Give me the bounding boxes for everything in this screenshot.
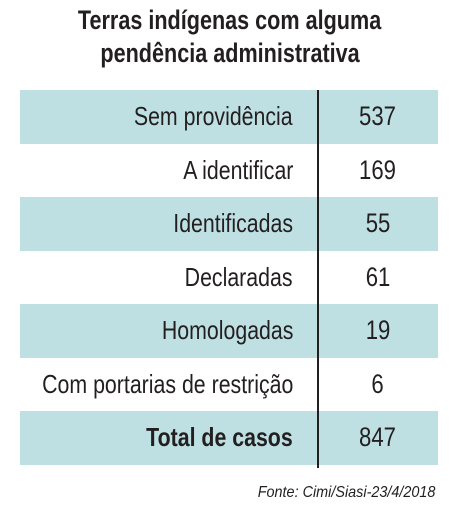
row-label: Com portarias de restrição [0,358,293,412]
label-text: A identificar [182,154,293,185]
row-label: Declaradas [161,251,293,305]
source-text: Fonte: Cimi/Siasi-23/4/2018 [257,484,435,501]
label-text: Homologadas [161,315,293,346]
row-value: 537 [318,90,438,144]
title-line: Terras indígenas com alguma [0,4,460,37]
label-text: Total de casos [146,422,293,453]
table: Sem providência 537 A identificar 169 Identi… [20,90,438,465]
row-value: 61 [318,251,438,305]
row-label: Sem providência [99,90,293,144]
row-value: 6 [318,358,438,412]
table-row: Sem providência 537 [20,90,438,144]
title-text: pendência administrativa [100,38,360,68]
row-label: A identificar [159,144,293,198]
source: Fonte: Cimi/Siasi-23/4/2018 [238,484,435,502]
title: Terras indígenas com alguma pendência adm… [0,4,460,70]
title-text: Terras indígenas com alguma [78,5,382,35]
table-row: Total de casos 847 [20,411,438,465]
value-text: 169 [359,154,397,185]
table-row: Declaradas 61 [20,251,438,305]
value-text: 847 [359,422,397,453]
table-row: Com portarias de restrição 6 [20,358,438,412]
value-text: 55 [365,208,391,239]
column-divider [317,90,319,468]
value-text: 61 [365,261,391,292]
label-text: Identificadas [173,208,293,239]
table-row: Homologadas 19 [20,304,438,358]
label-text: Declaradas [185,261,293,292]
table-row: A identificar 169 [20,144,438,198]
row-value: 19 [318,304,438,358]
title-line: pendência administrativa [0,37,460,70]
value-text: 537 [359,101,397,132]
table-row: Identificadas 55 [20,197,438,251]
row-value: 55 [318,197,438,251]
row-value: 169 [318,144,438,198]
row-label: Homologadas [133,304,293,358]
value-text: 19 [365,315,391,346]
label-text: Sem providência [134,101,293,132]
label-text: Com portarias de restrição [41,368,293,399]
value-text: 6 [371,368,385,399]
row-value: 847 [318,411,438,465]
row-label: Identificadas [147,197,293,251]
row-label: Total de casos [114,411,293,465]
